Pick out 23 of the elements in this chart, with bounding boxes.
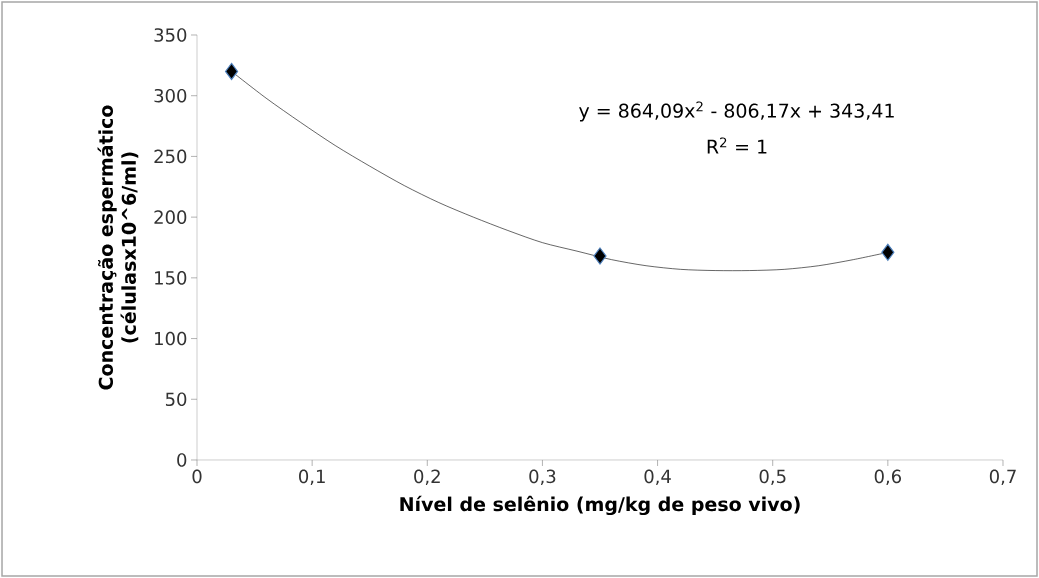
annotation: R$^{2}$ = 1	[707, 137, 767, 154]
y-tick-label: 100	[155, 331, 187, 346]
x-tick-label: 0,3	[529, 469, 556, 485]
y-tick-label: 350	[154, 28, 187, 42]
annotation: y = 864,09x$^{2}$ - 806,17x + 343,41	[579, 101, 894, 122]
x-axis-title: Nível de selênio (mg/kg de peso vivo)	[400, 495, 800, 516]
y-tick-label: 200	[154, 210, 187, 224]
x-tick-label: 0,2	[414, 469, 440, 485]
x-tick-label: 0,5	[759, 469, 786, 485]
y-tick-label: 150	[155, 271, 187, 285]
x-tick-label: 0,7	[989, 469, 1016, 485]
x-tick-label: 0	[192, 469, 202, 484]
y-tick-label: 300	[154, 88, 187, 103]
point	[881, 243, 895, 261]
y-tick-label: 50	[165, 392, 187, 407]
x-tick-label: 0,4	[644, 469, 671, 485]
y-axis-title: Concentração espermático (célulasx10^6/ml)	[97, 105, 139, 390]
x-tick-label: 0,1	[299, 469, 325, 485]
point	[224, 62, 239, 81]
point	[593, 247, 607, 265]
x-tick-label: 0,6	[874, 469, 902, 485]
y-tick-label: 0	[177, 453, 187, 467]
y-tick-label: 250	[154, 149, 187, 164]
